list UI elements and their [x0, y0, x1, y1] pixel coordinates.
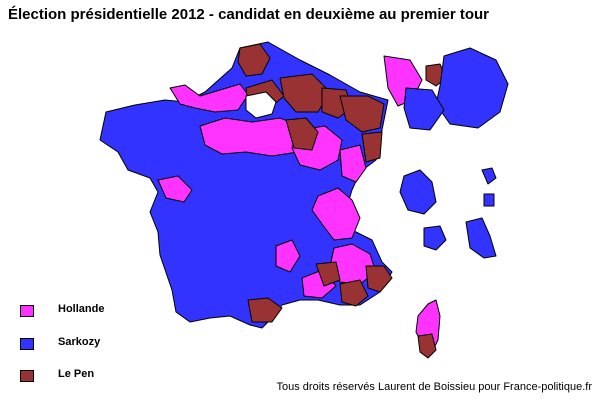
lepen-region-pyrenees	[247, 297, 283, 323]
overseas-reunion-small	[483, 193, 495, 207]
hollande-region-franche-comte	[339, 144, 367, 183]
lepen-region-gard	[315, 261, 341, 287]
legend-label-lepen: Le Pen	[58, 368, 95, 380]
lepen-region-nord	[237, 43, 271, 77]
legend-swatch-lepen	[20, 370, 34, 382]
lepen-region-lorraine	[339, 95, 385, 133]
lepen-region-var	[339, 279, 369, 307]
overseas-st-pierre	[481, 167, 497, 185]
hollande-region-rhone-alpes	[311, 187, 361, 241]
copyright-notice: Tous droits réservés Laurent de Boissieu…	[276, 381, 593, 393]
overseas-guyane	[403, 87, 445, 131]
hollande-region-charente	[157, 175, 193, 203]
lepen-region-vosges	[361, 131, 383, 163]
overseas-martinique	[435, 47, 509, 129]
overseas-reunion	[399, 169, 437, 215]
corsica-south	[417, 333, 437, 359]
overseas-wallis	[465, 217, 497, 259]
lepen-region-champagne	[279, 73, 331, 113]
lepen-region-aube	[285, 117, 319, 151]
legend-swatch-sarkozy	[20, 338, 34, 350]
legend-label-hollande: Hollande	[58, 303, 105, 315]
legend-label-sarkozy: Sarkozy	[58, 336, 101, 348]
paris-area	[245, 91, 277, 119]
overseas-mayotte	[423, 225, 447, 251]
hollande-region-massif	[275, 239, 301, 273]
mainland-france	[99, 41, 393, 329]
legend-swatch-hollande	[20, 305, 34, 317]
lepen-region-alpes-maritimes	[365, 265, 393, 293]
map-title: Élection présidentielle 2012 - candidat …	[8, 6, 489, 23]
